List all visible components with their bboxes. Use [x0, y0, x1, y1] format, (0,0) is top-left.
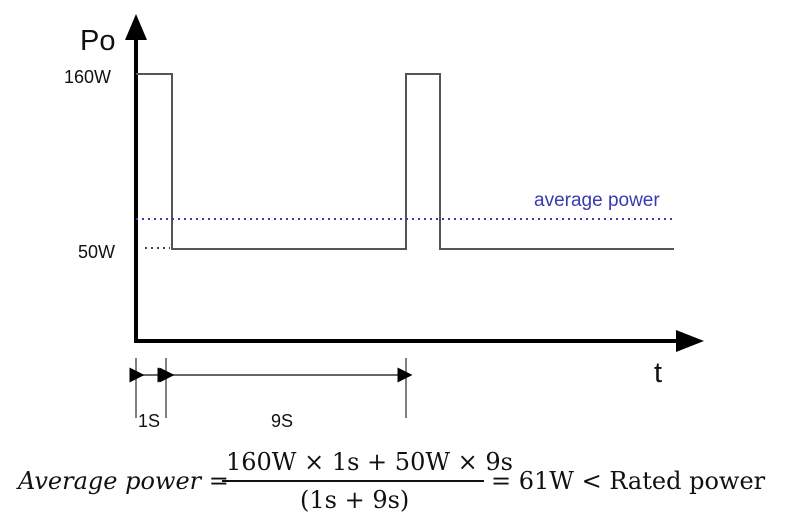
formula-denominator: (1s + 9s) — [300, 486, 410, 514]
pulse-duration-label: 1S — [138, 411, 160, 430]
average-power-label: average power — [534, 190, 660, 211]
formula-numerator: 160W × 1s + 50W × 9s — [226, 448, 513, 476]
fraction-bar — [222, 480, 484, 482]
x-axis-arrow-icon — [676, 330, 704, 352]
power-pulse-diagram: Po t 160W 50W average power 1S 9S — [64, 14, 704, 430]
formula-rhs: = 61W < Rated power — [491, 467, 766, 495]
power-waveform — [136, 73, 674, 250]
formula-lhs: Average power = — [18, 467, 229, 495]
y-axis-arrow-icon — [125, 14, 147, 40]
low-duration-label: 9S — [271, 411, 293, 430]
y-tick-label-high: 160W — [64, 67, 111, 87]
y-axis-label: Po — [80, 25, 115, 57]
average-power-formula: Average power = 160W × 1s + 50W × 9s (1s… — [0, 430, 800, 527]
x-axis-label: t — [654, 357, 662, 389]
y-tick-label-low: 50W — [78, 242, 115, 262]
